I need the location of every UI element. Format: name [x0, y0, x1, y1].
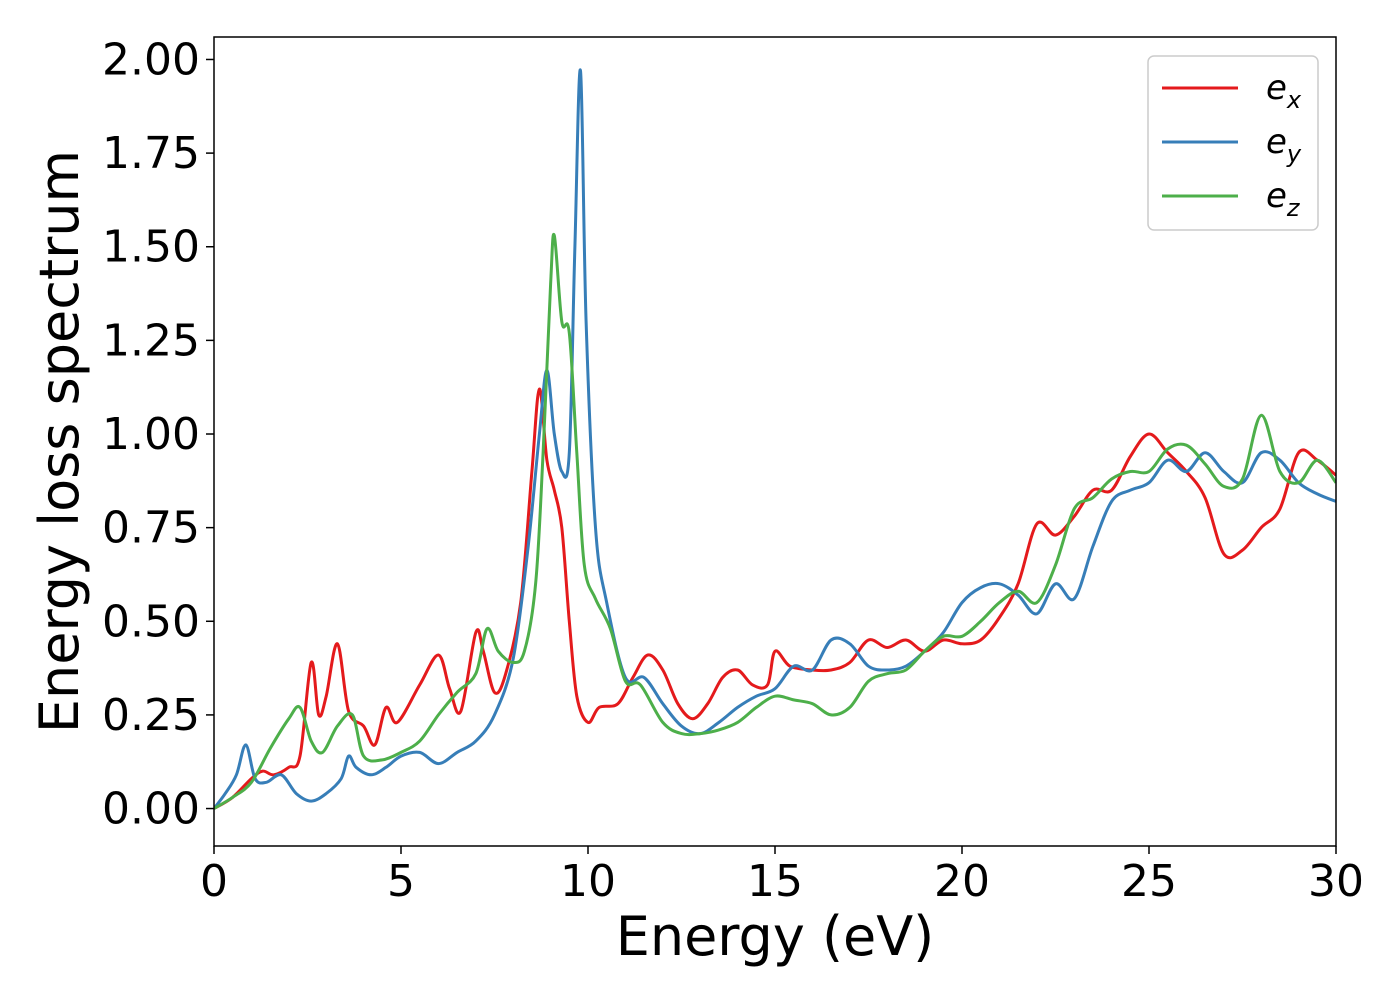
x-tick-label: 0: [200, 856, 228, 907]
y-tick-label: 1.00: [102, 409, 200, 460]
y-tick-label: 0.50: [102, 596, 200, 647]
x-tick-label: 15: [747, 856, 803, 907]
x-tick-label: 25: [1121, 856, 1177, 907]
x-tick-label: 5: [387, 856, 415, 907]
series-layer: [214, 68, 1336, 810]
legend-label-subscript: z: [1286, 194, 1301, 222]
x-axis-ticks: 0 5 10 15 20 25 30: [200, 846, 1364, 907]
y-tick-label: 0.00: [102, 784, 200, 835]
legend-label-z: ez: [1266, 176, 1301, 222]
series-line-z: [214, 232, 1336, 810]
legend-label-base: e: [1266, 176, 1287, 216]
x-tick-label: 30: [1308, 856, 1364, 907]
y-tick-label: 0.25: [102, 690, 200, 741]
y-tick-label: 0.75: [102, 503, 200, 554]
legend-label-base: e: [1266, 68, 1287, 108]
x-tick-label: 20: [934, 856, 990, 907]
legend-label-subscript: x: [1286, 86, 1302, 114]
y-tick-label: 1.50: [102, 222, 200, 273]
y-axis-ticks: 0.00 0.25 0.50 0.75 1.00 1.25 1.50 1.75 2.00: [102, 34, 214, 835]
x-tick-label: 10: [560, 856, 616, 907]
y-tick-label: 1.75: [102, 128, 200, 179]
legend-label-x: ex: [1266, 68, 1302, 114]
y-tick-label: 1.25: [102, 315, 200, 366]
legend-label-y: ey: [1266, 122, 1302, 168]
x-axis-title: Energy (eV): [616, 905, 935, 968]
series-line-x: [214, 387, 1336, 810]
y-axis-title: Energy loss spectrum: [28, 150, 91, 733]
series-line-y: [214, 68, 1336, 810]
legend-label-base: e: [1266, 122, 1287, 162]
y-tick-label: 2.00: [102, 34, 200, 85]
legend-label-subscript: y: [1286, 140, 1302, 168]
